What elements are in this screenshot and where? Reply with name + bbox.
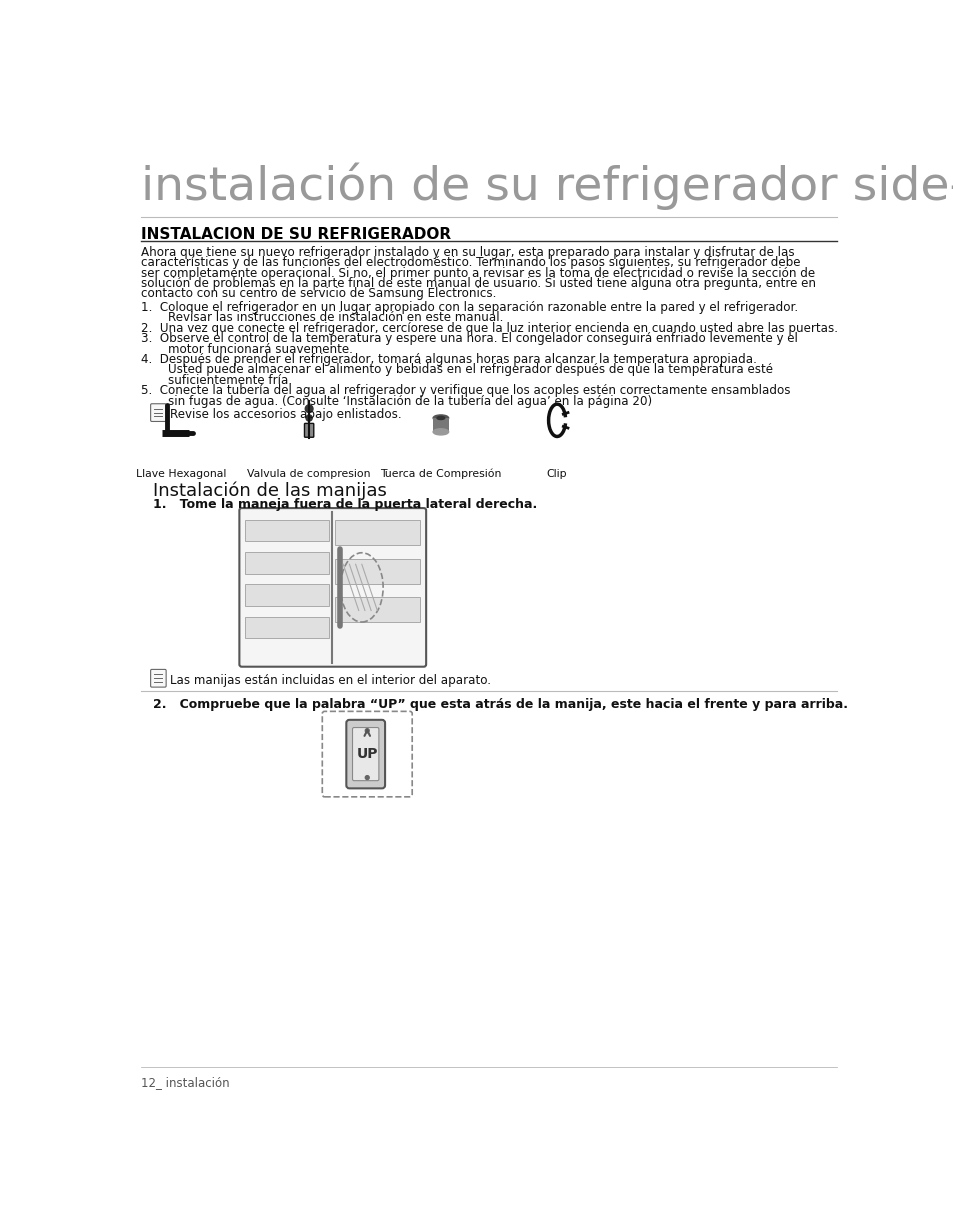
Text: 4.  Después de prender el refrigerador, tomará algunas horas para alcanzar la te: 4. Después de prender el refrigerador, t… bbox=[141, 352, 756, 366]
Bar bbox=[245, 584, 329, 606]
Text: ser completamente operacional. Si no, el primer punto a revisar es la toma de el: ser completamente operacional. Si no, el… bbox=[141, 266, 814, 279]
FancyBboxPatch shape bbox=[353, 728, 378, 781]
Text: Las manijas están incluidas en el interior del aparato.: Las manijas están incluidas en el interi… bbox=[171, 673, 491, 686]
Text: 2.  Una vez que conecte el refrigerador, cercíorese de que la luz interior encie: 2. Una vez que conecte el refrigerador, … bbox=[141, 322, 837, 335]
Bar bbox=[335, 598, 419, 622]
Bar bbox=[245, 617, 329, 638]
Text: contacto con su centro de servicio de Samsung Electronics.: contacto con su centro de servicio de Sa… bbox=[141, 288, 496, 300]
Text: sin fugas de agua. (Consulte ‘Instalación de la tubería del agua’ en la página 2: sin fugas de agua. (Consulte ‘Instalació… bbox=[153, 395, 652, 407]
Text: solución de problemas en la parte final de este manual de usuario. Si usted tien: solución de problemas en la parte final … bbox=[141, 277, 815, 290]
FancyBboxPatch shape bbox=[151, 403, 166, 422]
Text: instalación de su refrigerador side-by-side: instalación de su refrigerador side-by-s… bbox=[141, 163, 953, 210]
Circle shape bbox=[305, 405, 313, 413]
Bar bbox=[433, 418, 448, 431]
Bar bbox=[245, 520, 329, 541]
Text: motor funcionará suavemente.: motor funcionará suavemente. bbox=[153, 343, 353, 356]
FancyBboxPatch shape bbox=[151, 669, 166, 688]
FancyBboxPatch shape bbox=[304, 423, 314, 437]
Circle shape bbox=[306, 424, 312, 430]
Circle shape bbox=[365, 775, 369, 780]
Text: Revisar las instrucciones de instalación en este manual.: Revisar las instrucciones de instalación… bbox=[153, 311, 503, 324]
Text: Tuerca de Compresión: Tuerca de Compresión bbox=[380, 469, 501, 479]
Bar bbox=[245, 552, 329, 573]
Text: 12_ instalación: 12_ instalación bbox=[141, 1076, 230, 1089]
Ellipse shape bbox=[433, 429, 448, 435]
Bar bbox=[335, 520, 419, 546]
Text: Valvula de compresion: Valvula de compresion bbox=[247, 469, 371, 479]
Ellipse shape bbox=[436, 417, 444, 419]
Circle shape bbox=[306, 414, 312, 422]
FancyBboxPatch shape bbox=[346, 719, 385, 789]
Text: UP: UP bbox=[356, 747, 377, 762]
Text: 1.  Coloque el refrigerador en un lugar apropiado con la separación razonable en: 1. Coloque el refrigerador en un lugar a… bbox=[141, 301, 798, 313]
Text: 3.  Observe el control de la temperatura y espere una hora. El congelador conseg: 3. Observe el control de la temperatura … bbox=[141, 332, 797, 345]
Ellipse shape bbox=[433, 414, 448, 422]
Bar bbox=[335, 559, 419, 583]
Text: Instalación de las manijas: Instalación de las manijas bbox=[153, 481, 387, 499]
Text: Clip: Clip bbox=[546, 469, 567, 479]
Text: Llave Hexagonal: Llave Hexagonal bbox=[136, 469, 226, 479]
FancyBboxPatch shape bbox=[322, 711, 412, 797]
Text: 2.   Compruebe que la palabra “UP” que esta atrás de la manija, este hacia el fr: 2. Compruebe que la palabra “UP” que est… bbox=[153, 699, 847, 711]
Text: Ahora que tiene su nuevo refrigerador instalado y en su lugar, esta preparado pa: Ahora que tiene su nuevo refrigerador in… bbox=[141, 245, 794, 259]
Text: INSTALACION DE SU REFRIGERADOR: INSTALACION DE SU REFRIGERADOR bbox=[141, 227, 451, 243]
Circle shape bbox=[365, 729, 369, 733]
Text: 5.  Conecte la tubería del agua al refrigerador y verifique que los acoples esté: 5. Conecte la tubería del agua al refrig… bbox=[141, 384, 790, 397]
Text: Usted puede almacenar el alimento y bebidas en el refrigerador después de que la: Usted puede almacenar el alimento y bebi… bbox=[153, 363, 773, 377]
Text: características y de las funciones del electrodoméstico. Terminando los pasos si: características y de las funciones del e… bbox=[141, 256, 800, 270]
Text: Revise los accesorios abajo enlistados.: Revise los accesorios abajo enlistados. bbox=[171, 408, 401, 420]
Text: 1.   Tome la maneja fuera de la puerta lateral derecha.: 1. Tome la maneja fuera de la puerta lat… bbox=[153, 498, 537, 512]
Text: suficientemente fría.: suficientemente fría. bbox=[153, 374, 293, 386]
FancyBboxPatch shape bbox=[239, 508, 426, 667]
